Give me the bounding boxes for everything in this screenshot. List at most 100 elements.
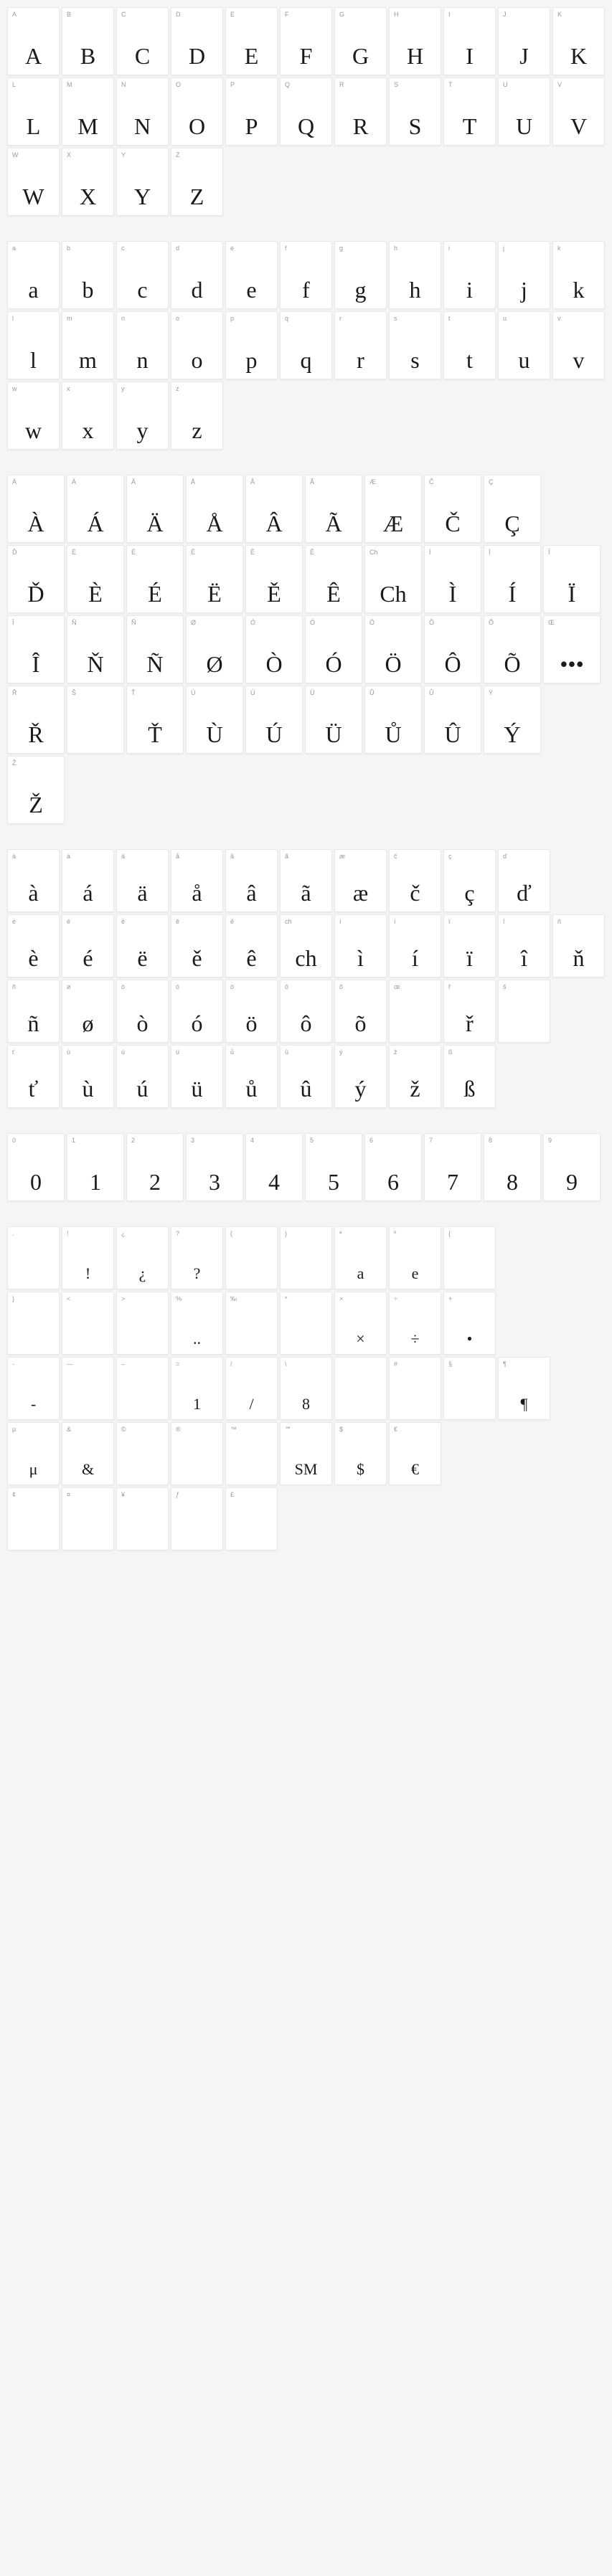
glyph-cell[interactable]: ÜÜ bbox=[305, 686, 362, 754]
glyph-cell[interactable]: ÄÄ bbox=[126, 475, 184, 543]
glyph-cell[interactable]: ¤ bbox=[62, 1487, 114, 1550]
glyph-cell[interactable]: ûû bbox=[280, 1045, 332, 1108]
glyph-cell[interactable]: ÈÈ bbox=[67, 545, 124, 613]
glyph-cell[interactable]: µμ bbox=[7, 1422, 60, 1485]
glyph-cell[interactable]: 66 bbox=[364, 1133, 422, 1201]
glyph-cell[interactable]: õõ bbox=[334, 980, 387, 1043]
glyph-cell[interactable]: EE bbox=[225, 7, 278, 75]
glyph-cell[interactable]: ěě bbox=[171, 914, 223, 977]
glyph-cell[interactable]: uu bbox=[498, 311, 550, 379]
glyph-cell[interactable]: ÷÷ bbox=[389, 1292, 441, 1355]
glyph-cell[interactable]: § bbox=[443, 1357, 496, 1420]
glyph-cell[interactable]: ™ bbox=[225, 1422, 278, 1485]
glyph-cell[interactable]: 77 bbox=[424, 1133, 481, 1201]
glyph-cell[interactable]: oo bbox=[171, 311, 223, 379]
glyph-cell[interactable]: ℠SM bbox=[280, 1422, 332, 1485]
glyph-cell[interactable]: cc bbox=[116, 241, 169, 309]
glyph-cell[interactable]: mm bbox=[62, 311, 114, 379]
glyph-cell[interactable]: ØØ bbox=[186, 615, 243, 683]
glyph-cell[interactable]: TT bbox=[443, 77, 496, 146]
glyph-cell[interactable]: tt bbox=[443, 311, 496, 379]
glyph-cell[interactable]: 55 bbox=[305, 1133, 362, 1201]
glyph-cell[interactable]: řř bbox=[443, 980, 496, 1043]
glyph-cell[interactable]: ?? bbox=[171, 1226, 223, 1289]
glyph-cell[interactable]: ßß bbox=[443, 1045, 496, 1108]
glyph-cell[interactable]: > bbox=[116, 1292, 169, 1355]
glyph-cell[interactable]: ÔÔ bbox=[424, 615, 481, 683]
glyph-cell[interactable]: çç bbox=[443, 849, 496, 912]
glyph-cell[interactable]: ââ bbox=[225, 849, 278, 912]
glyph-cell[interactable]: ĚĚ bbox=[245, 545, 303, 613]
glyph-cell[interactable]: ťť bbox=[7, 1045, 60, 1108]
glyph-cell[interactable]: * bbox=[280, 1292, 332, 1355]
glyph-cell[interactable]: ll bbox=[7, 311, 60, 379]
glyph-cell[interactable]: ¶¶ bbox=[498, 1357, 550, 1420]
glyph-cell[interactable]: ůů bbox=[225, 1045, 278, 1108]
glyph-cell[interactable]: áá bbox=[62, 849, 114, 912]
glyph-cell[interactable]: QQ bbox=[280, 77, 332, 146]
glyph-cell[interactable]: } bbox=[7, 1292, 60, 1355]
glyph-cell[interactable]: ëë bbox=[116, 914, 169, 977]
glyph-cell[interactable]: ÎÎ bbox=[7, 615, 65, 683]
glyph-cell[interactable]: ìì bbox=[334, 914, 387, 977]
glyph-cell[interactable]: ææ bbox=[334, 849, 387, 912]
glyph-cell[interactable]: ww bbox=[7, 382, 60, 450]
glyph-cell[interactable]: üü bbox=[171, 1045, 223, 1108]
glyph-cell[interactable]: gg bbox=[334, 241, 387, 309]
glyph-cell[interactable]: BB bbox=[62, 7, 114, 75]
glyph-cell[interactable]: LL bbox=[7, 77, 60, 146]
glyph-cell[interactable]: ÍÍ bbox=[484, 545, 541, 613]
glyph-cell[interactable]: ãã bbox=[280, 849, 332, 912]
glyph-cell[interactable]: ýý bbox=[334, 1045, 387, 1108]
glyph-cell[interactable]: ÓÓ bbox=[305, 615, 362, 683]
glyph-cell[interactable]: ŽŽ bbox=[7, 756, 65, 824]
glyph-cell[interactable]: MM bbox=[62, 77, 114, 146]
glyph-cell[interactable]: ÃÃ bbox=[305, 475, 362, 543]
glyph-cell[interactable]: ÆÆ bbox=[364, 475, 422, 543]
glyph-cell[interactable]: FF bbox=[280, 7, 332, 75]
glyph-cell[interactable]: ŤŤ bbox=[126, 686, 184, 754]
glyph-cell[interactable]: # bbox=[389, 1357, 441, 1420]
glyph-cell[interactable]: óó bbox=[171, 980, 223, 1043]
glyph-cell[interactable]: ¿¿ bbox=[116, 1226, 169, 1289]
glyph-cell[interactable]: XX bbox=[62, 148, 114, 216]
glyph-cell[interactable]: ÅÅ bbox=[186, 475, 243, 543]
glyph-cell[interactable]: ( bbox=[225, 1226, 278, 1289]
glyph-cell[interactable]: && bbox=[62, 1422, 114, 1485]
glyph-cell[interactable]: ÇÇ bbox=[484, 475, 541, 543]
glyph-cell[interactable]: øø bbox=[62, 980, 114, 1043]
glyph-cell[interactable]: ÑÑ bbox=[126, 615, 184, 683]
glyph-cell[interactable]: GG bbox=[334, 7, 387, 75]
glyph-cell[interactable]: úú bbox=[116, 1045, 169, 1108]
glyph-cell[interactable]: ňň bbox=[552, 914, 605, 977]
glyph-cell[interactable]: HH bbox=[389, 7, 441, 75]
glyph-cell[interactable]: 22 bbox=[126, 1133, 184, 1201]
glyph-cell[interactable]: !! bbox=[62, 1226, 114, 1289]
glyph-cell[interactable]: ÒÒ bbox=[245, 615, 303, 683]
glyph-cell[interactable]: ÛÛ bbox=[424, 686, 481, 754]
glyph-cell[interactable]: zz bbox=[171, 382, 223, 450]
glyph-cell[interactable]: ŮŮ bbox=[364, 686, 422, 754]
glyph-cell[interactable]: bb bbox=[62, 241, 114, 309]
glyph-cell[interactable]: ÂÂ bbox=[245, 475, 303, 543]
glyph-cell[interactable]: ùù bbox=[62, 1045, 114, 1108]
glyph-cell[interactable]: SS bbox=[389, 77, 441, 146]
glyph-cell[interactable]: ff bbox=[280, 241, 332, 309]
glyph-cell[interactable]: nn bbox=[116, 311, 169, 379]
glyph-cell[interactable]: ËË bbox=[186, 545, 243, 613]
glyph-cell[interactable]: ‰ bbox=[225, 1292, 278, 1355]
glyph-cell[interactable]: UU bbox=[498, 77, 550, 146]
glyph-cell[interactable]: öö bbox=[225, 980, 278, 1043]
glyph-cell[interactable]: II bbox=[443, 7, 496, 75]
glyph-cell[interactable]: ÁÁ bbox=[67, 475, 124, 543]
glyph-cell[interactable]: ) bbox=[280, 1226, 332, 1289]
glyph-cell[interactable]: yy bbox=[116, 382, 169, 450]
glyph-cell[interactable]: DD bbox=[171, 7, 223, 75]
glyph-cell[interactable]: ÏÏ bbox=[543, 545, 601, 613]
glyph-cell[interactable]: =1 bbox=[171, 1357, 223, 1420]
glyph-cell[interactable]: ññ bbox=[7, 980, 60, 1043]
glyph-cell[interactable]: íí bbox=[389, 914, 441, 977]
glyph-cell[interactable]: PP bbox=[225, 77, 278, 146]
glyph-cell[interactable]: NN bbox=[116, 77, 169, 146]
glyph-cell[interactable]: š bbox=[498, 980, 550, 1043]
